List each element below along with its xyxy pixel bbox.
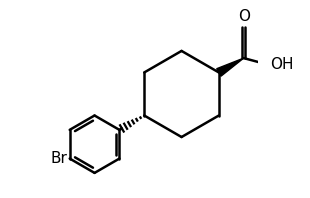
Text: Br: Br (51, 151, 68, 166)
Polygon shape (217, 58, 244, 76)
Text: O: O (238, 9, 250, 24)
Text: OH: OH (270, 57, 293, 72)
